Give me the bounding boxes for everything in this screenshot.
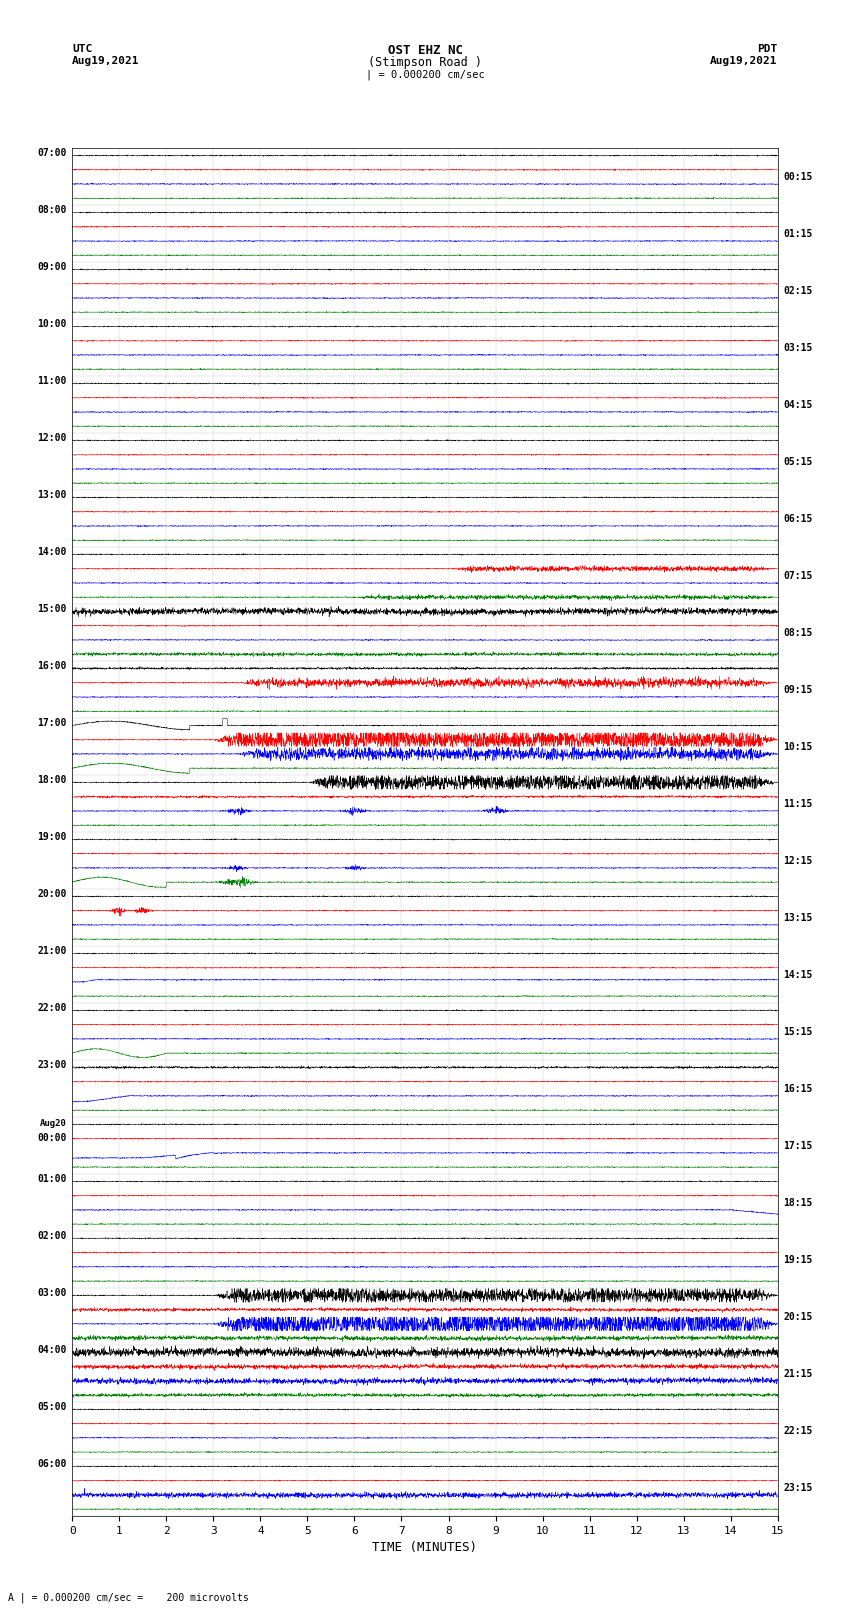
Text: 08:00: 08:00: [37, 205, 66, 216]
Text: 07:00: 07:00: [37, 148, 66, 158]
Text: 14:15: 14:15: [784, 969, 813, 979]
Text: 01:15: 01:15: [784, 229, 813, 239]
Text: Aug19,2021: Aug19,2021: [711, 56, 778, 66]
Text: 01:00: 01:00: [37, 1174, 66, 1184]
Text: 22:00: 22:00: [37, 1003, 66, 1013]
Text: 09:00: 09:00: [37, 263, 66, 273]
Text: 11:00: 11:00: [37, 376, 66, 387]
Text: 21:00: 21:00: [37, 947, 66, 957]
Text: 00:00: 00:00: [37, 1132, 66, 1144]
Text: | = 0.000200 cm/sec: | = 0.000200 cm/sec: [366, 69, 484, 81]
Text: 17:00: 17:00: [37, 718, 66, 729]
Text: 23:00: 23:00: [37, 1060, 66, 1071]
Text: 04:15: 04:15: [784, 400, 813, 410]
Text: 12:15: 12:15: [784, 857, 813, 866]
Text: 02:15: 02:15: [784, 286, 813, 295]
Text: 05:00: 05:00: [37, 1402, 66, 1413]
Text: UTC: UTC: [72, 44, 93, 53]
Text: PDT: PDT: [757, 44, 778, 53]
Text: 03:00: 03:00: [37, 1289, 66, 1298]
Text: 07:15: 07:15: [784, 571, 813, 581]
Text: 10:15: 10:15: [784, 742, 813, 752]
Text: 16:00: 16:00: [37, 661, 66, 671]
Text: 04:00: 04:00: [37, 1345, 66, 1355]
Text: 16:15: 16:15: [784, 1084, 813, 1094]
Text: 03:15: 03:15: [784, 344, 813, 353]
Text: 06:00: 06:00: [37, 1460, 66, 1469]
Text: 17:15: 17:15: [784, 1140, 813, 1150]
X-axis label: TIME (MINUTES): TIME (MINUTES): [372, 1542, 478, 1555]
Text: 14:00: 14:00: [37, 547, 66, 558]
Text: 22:15: 22:15: [784, 1426, 813, 1436]
Text: 23:15: 23:15: [784, 1482, 813, 1492]
Text: 09:15: 09:15: [784, 686, 813, 695]
Text: 12:00: 12:00: [37, 434, 66, 444]
Text: 13:00: 13:00: [37, 490, 66, 500]
Text: 20:00: 20:00: [37, 889, 66, 900]
Text: 05:15: 05:15: [784, 456, 813, 466]
Text: Aug19,2021: Aug19,2021: [72, 56, 139, 66]
Text: 08:15: 08:15: [784, 627, 813, 637]
Text: 02:00: 02:00: [37, 1231, 66, 1242]
Text: Aug20: Aug20: [40, 1119, 66, 1127]
Text: 00:15: 00:15: [784, 173, 813, 182]
Text: 18:15: 18:15: [784, 1198, 813, 1208]
Text: 20:15: 20:15: [784, 1311, 813, 1321]
Text: 15:00: 15:00: [37, 605, 66, 615]
Text: 18:00: 18:00: [37, 776, 66, 786]
Text: 10:00: 10:00: [37, 319, 66, 329]
Text: 15:15: 15:15: [784, 1027, 813, 1037]
Text: 11:15: 11:15: [784, 798, 813, 808]
Text: 21:15: 21:15: [784, 1369, 813, 1379]
Text: 19:00: 19:00: [37, 832, 66, 842]
Text: (Stimpson Road ): (Stimpson Road ): [368, 56, 482, 69]
Text: 13:15: 13:15: [784, 913, 813, 923]
Text: OST EHZ NC: OST EHZ NC: [388, 44, 462, 56]
Text: A | = 0.000200 cm/sec =    200 microvolts: A | = 0.000200 cm/sec = 200 microvolts: [8, 1592, 249, 1603]
Text: 06:15: 06:15: [784, 515, 813, 524]
Text: 19:15: 19:15: [784, 1255, 813, 1265]
